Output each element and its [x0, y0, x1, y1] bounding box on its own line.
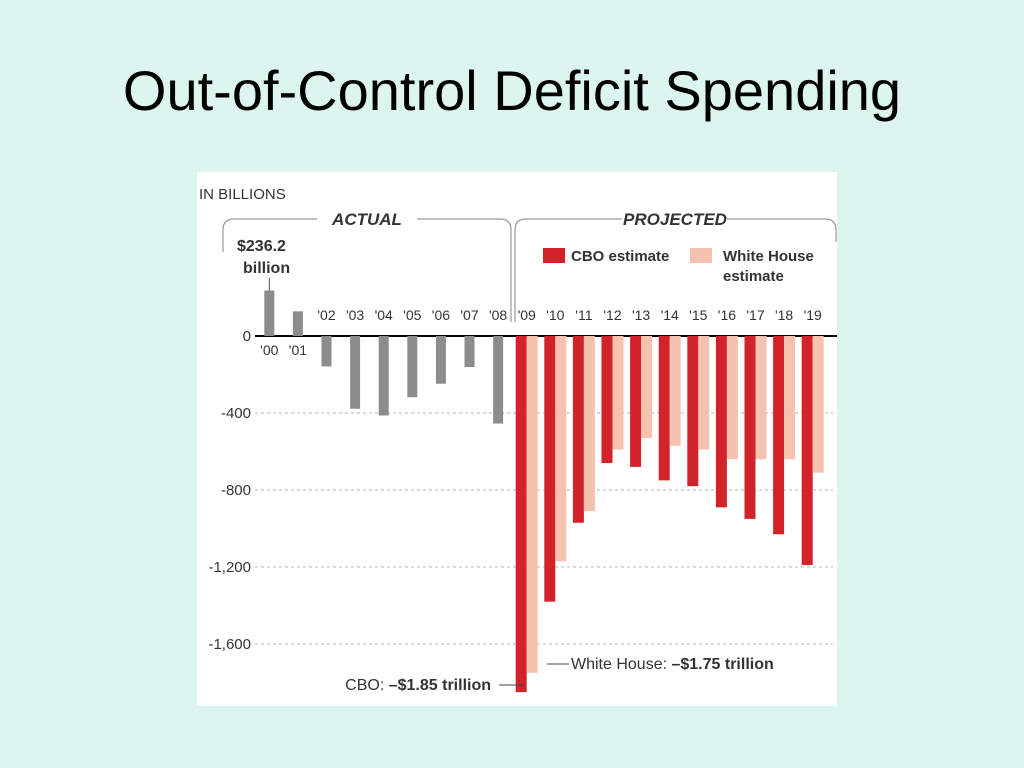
x-tick-label: '08 [489, 307, 507, 323]
x-tick-label: '15 [689, 307, 707, 323]
legend-swatch-cbo [543, 248, 565, 263]
bar-white-house-17 [755, 336, 767, 460]
deficit-bar-chart: IN BILLIONS 0 -400 -800 -1,200 -1,600 ACTUAL PR… [199, 186, 837, 694]
bar-cbo-17 [744, 336, 756, 519]
y-tick-label: -1,600 [208, 636, 251, 653]
x-tick-label: '07 [460, 307, 478, 323]
bar-actual-03 [350, 336, 361, 409]
x-tick-label: '18 [775, 307, 793, 323]
bar-cbo-19 [801, 336, 813, 566]
bar-actual-08 [493, 336, 504, 424]
bar-actual-07 [464, 336, 475, 367]
y-tick-label: -800 [221, 482, 251, 499]
bar-white-house-18 [784, 336, 796, 460]
x-tick-label: '01 [289, 342, 307, 358]
projected-bracket-right [727, 218, 837, 242]
section-brackets [222, 218, 837, 322]
section-actual-label: ACTUAL [331, 210, 402, 229]
bar-white-house-19 [812, 336, 824, 473]
y-tick-label: -400 [221, 405, 251, 422]
bar-white-house-14 [669, 336, 681, 446]
bar-actual-04 [378, 336, 389, 416]
x-tick-label: '04 [375, 307, 393, 323]
bar-white-house-12 [612, 336, 624, 450]
bar-cbo-18 [773, 336, 785, 535]
y-tick-label: -1,200 [208, 559, 251, 576]
bar-cbo-10 [544, 336, 556, 602]
x-tick-label: '02 [317, 307, 335, 323]
peak-annotation-unit: billion [243, 260, 290, 277]
bar-cbo-13 [630, 336, 642, 467]
bar-cbo-11 [572, 336, 584, 523]
bar-white-house-10 [555, 336, 567, 562]
bar-actual-01 [292, 311, 303, 336]
x-tick-label: '11 [575, 307, 592, 323]
bar-white-house-16 [726, 336, 738, 460]
bar-cbo-09 [515, 336, 527, 693]
peak-annotation-value: $236.2 [237, 238, 286, 255]
x-tick-label: '09 [518, 307, 536, 323]
x-tick-label: '13 [632, 307, 650, 323]
x-tick-label: '16 [718, 307, 736, 323]
bar-cbo-15 [687, 336, 699, 487]
chart-panel: IN BILLIONS 0 -400 -800 -1,200 -1,600 ACTUAL PR… [197, 172, 837, 706]
legend-swatch-white-house [690, 248, 712, 263]
x-tick-label: '05 [403, 307, 421, 323]
white-house-annotation: White House: –$1.75 trillion [571, 656, 774, 673]
bar-actual-05 [407, 336, 418, 398]
actual-bracket-right [417, 218, 512, 322]
bar-actual-02 [321, 336, 332, 367]
bar-white-house-09 [526, 336, 538, 673]
actual-bracket-left [222, 218, 317, 252]
x-tick-label: '17 [746, 307, 764, 323]
cbo-annotation: CBO: –$1.85 trillion [345, 677, 491, 694]
legend-label-cbo: CBO estimate [571, 248, 669, 265]
x-tick-label: '10 [546, 307, 564, 323]
x-tick-label: '12 [603, 307, 621, 323]
x-tick-label: '19 [804, 307, 822, 323]
bar-layer [264, 290, 824, 693]
bar-actual-06 [435, 336, 446, 384]
bar-white-house-11 [583, 336, 595, 512]
label-layer: IN BILLIONS 0 -400 -800 -1,200 -1,600 ACTUAL PR… [199, 186, 822, 694]
x-tick-label: '06 [432, 307, 450, 323]
projected-bracket-left [514, 218, 622, 322]
bar-cbo-16 [715, 336, 727, 508]
x-tick-label: '00 [260, 342, 278, 358]
bar-cbo-12 [601, 336, 613, 464]
legend-label-white-house: White House estimate [723, 248, 814, 285]
bar-actual-00 [264, 290, 275, 336]
section-projected-label: PROJECTED [623, 210, 727, 229]
bar-cbo-14 [658, 336, 670, 481]
bar-white-house-13 [641, 336, 653, 439]
unit-label: IN BILLIONS [199, 186, 286, 203]
y-tick-label: 0 [243, 328, 251, 345]
x-tick-label: '14 [661, 307, 679, 323]
bar-white-house-15 [698, 336, 710, 450]
slide-title: Out-of-Control Deficit Spending [122, 59, 902, 122]
x-tick-label: '03 [346, 307, 364, 323]
